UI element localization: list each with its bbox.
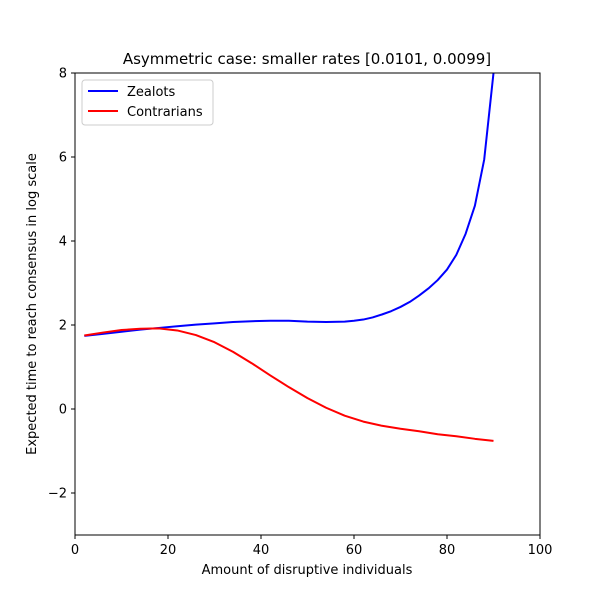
y-tick-label: 2 — [59, 319, 67, 334]
series-line-contrarians — [84, 327, 494, 442]
y-tick-label: 6 — [59, 151, 67, 166]
y-tick-label: 0 — [59, 403, 67, 418]
plot-frame — [74, 72, 541, 536]
y-tick-label: 8 — [59, 67, 67, 82]
legend-label-contrarians: Contrarians — [127, 105, 203, 120]
x-tick-label: 80 — [439, 543, 456, 558]
plot-area — [74, 72, 541, 536]
y-tick-label: 4 — [59, 235, 67, 250]
series-layer — [84, 72, 495, 442]
y-axis-label: Expected time to reach consensus in log … — [25, 153, 40, 455]
x-tick-label: 60 — [346, 543, 363, 558]
x-tick-label: 40 — [253, 543, 270, 558]
x-axis-label: Amount of disruptive individuals — [202, 563, 413, 578]
y-axis: −2 0 2 4 6 8 — [48, 67, 75, 502]
x-tick-label: 100 — [528, 543, 553, 558]
y-tick-label: −2 — [48, 487, 67, 502]
x-tick-label: 20 — [160, 543, 177, 558]
x-axis: 0 20 40 60 80 100 — [71, 535, 553, 558]
legend-label-zealots: Zealots — [127, 85, 176, 100]
series-line-zealots — [84, 72, 495, 337]
legend: Zealots Contrarians — [81, 79, 214, 126]
x-tick-label: 0 — [71, 543, 79, 558]
chart-title: Asymmetric case: smaller rates [0.0101, … — [123, 50, 491, 68]
